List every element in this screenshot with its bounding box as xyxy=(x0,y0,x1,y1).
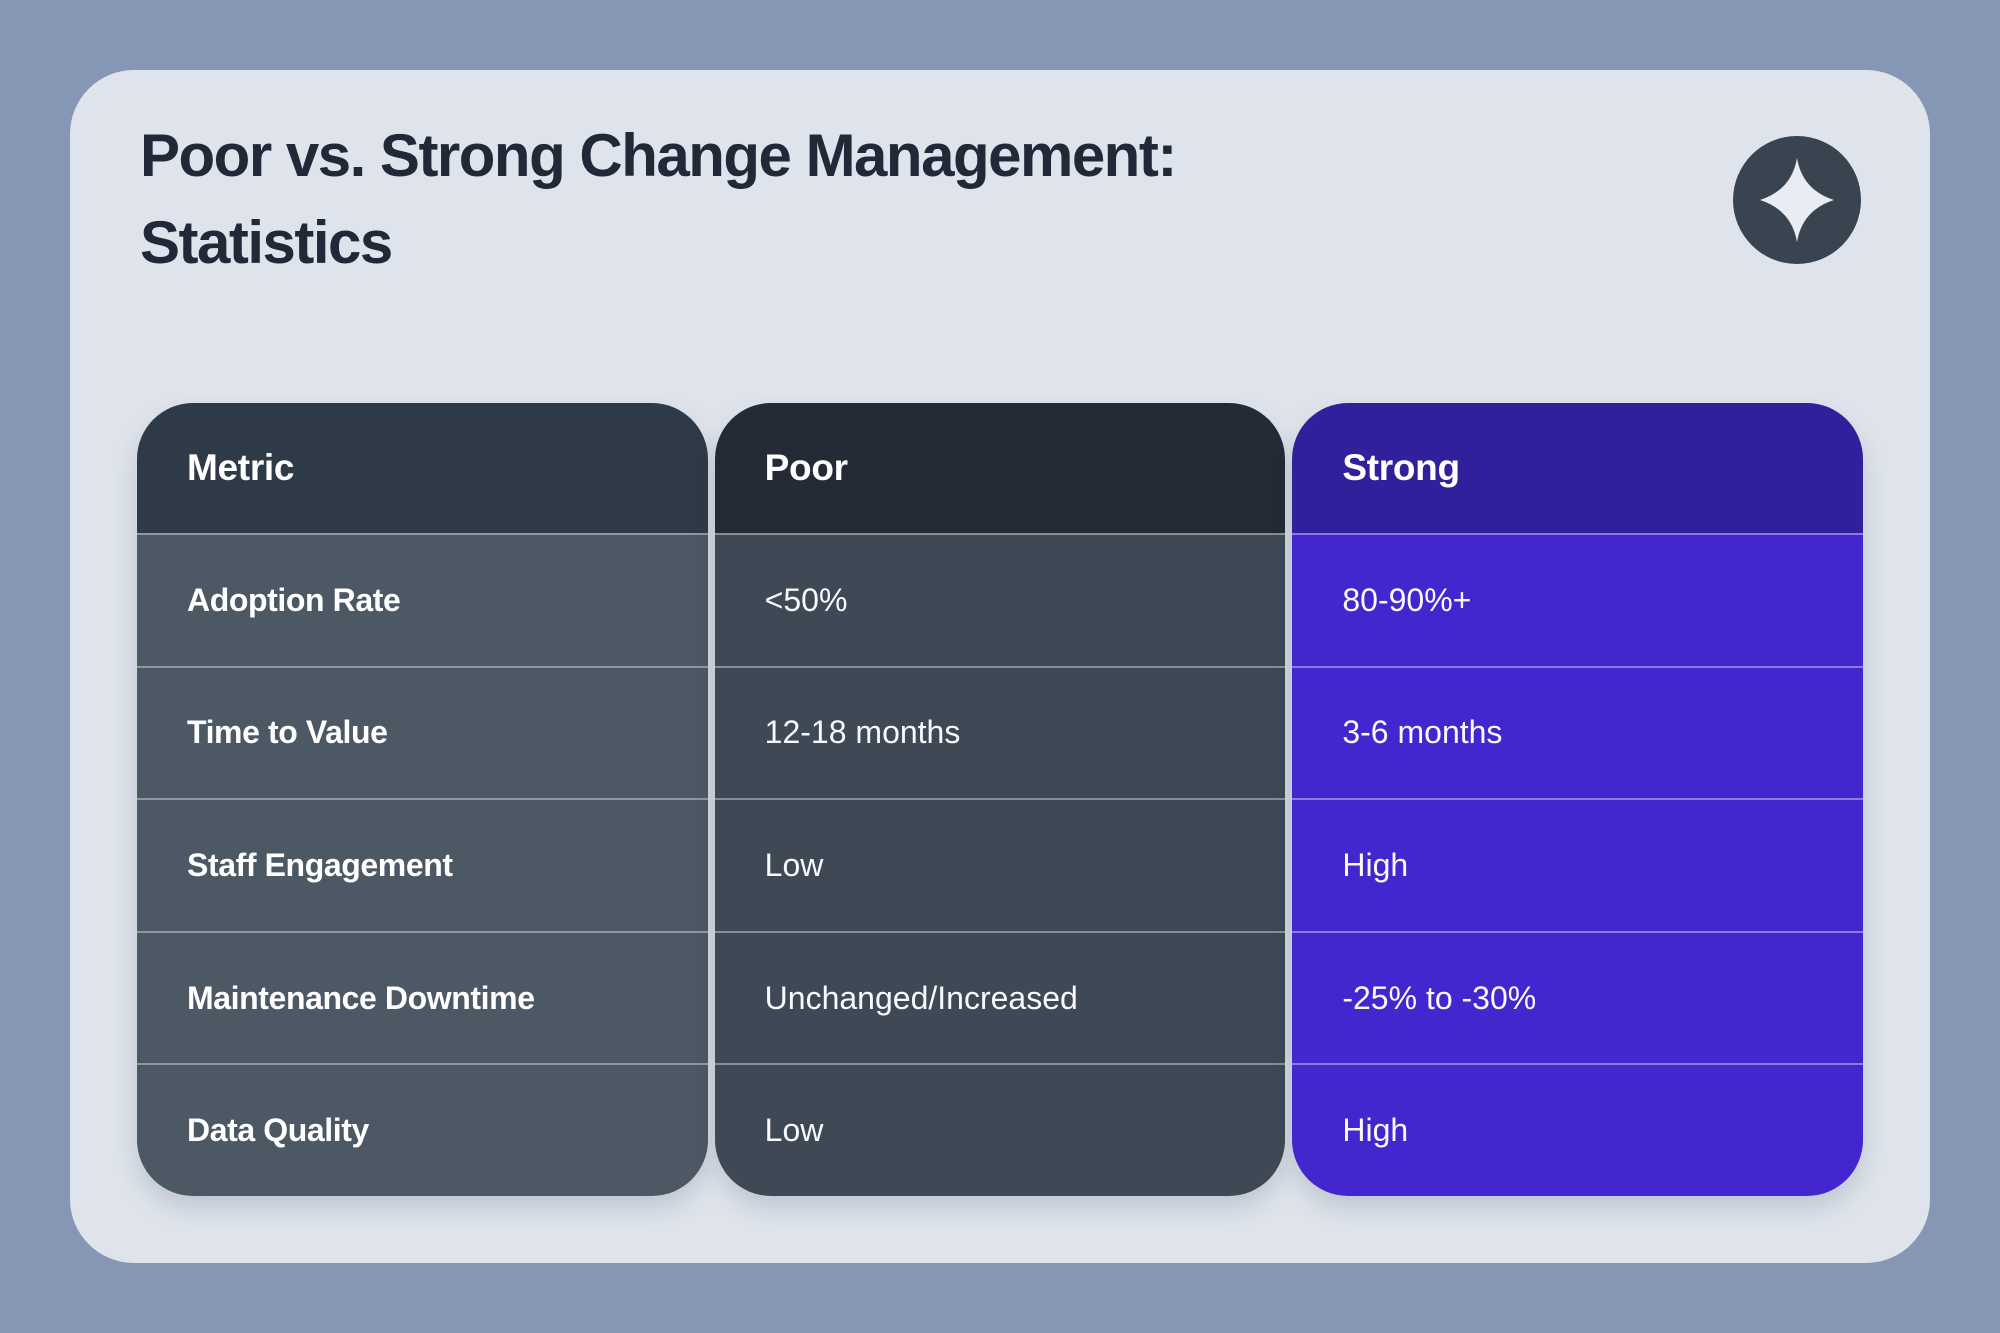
metric-cell-data-quality: Data Quality xyxy=(137,1063,708,1196)
column-poor: Poor <50% 12-18 months Low Unchanged/Inc… xyxy=(714,403,1286,1196)
infographic-card: Poor vs. Strong Change Management: Statis… xyxy=(70,70,1930,1263)
sparkle-icon xyxy=(1760,157,1834,243)
poor-cell-data-quality: Low xyxy=(714,1063,1286,1196)
page-title: Poor vs. Strong Change Management: Statis… xyxy=(140,112,1177,286)
column-header-metric: Metric xyxy=(137,403,708,533)
logo-badge xyxy=(1733,136,1861,264)
column-strong: Strong 80-90%+ 3-6 months High -25% to -… xyxy=(1292,403,1864,1196)
poor-cell-adoption-rate: <50% xyxy=(714,533,1286,666)
column-metric: Metric Adoption Rate Time to Value Staff… xyxy=(137,403,708,1196)
column-header-strong: Strong xyxy=(1292,403,1864,533)
metric-cell-maintenance-downtime: Maintenance Downtime xyxy=(137,930,708,1064)
poor-cell-maintenance-downtime: Unchanged/Increased xyxy=(714,930,1286,1064)
comparison-table: Metric Adoption Rate Time to Value Staff… xyxy=(137,403,1864,1196)
page-title-line2: Statistics xyxy=(140,209,393,276)
strong-cell-time-to-value: 3-6 months xyxy=(1292,665,1864,799)
strong-cell-adoption-rate: 80-90%+ xyxy=(1292,533,1864,666)
page-title-line1: Poor vs. Strong Change Management: xyxy=(140,122,1177,189)
poor-cell-staff-engagement: Low xyxy=(714,798,1286,931)
metric-cell-adoption-rate: Adoption Rate xyxy=(137,533,708,666)
strong-cell-data-quality: High xyxy=(1292,1063,1864,1196)
metric-cell-time-to-value: Time to Value xyxy=(137,665,708,799)
poor-cell-time-to-value: 12-18 months xyxy=(714,665,1286,799)
strong-cell-staff-engagement: High xyxy=(1292,798,1864,931)
metric-cell-staff-engagement: Staff Engagement xyxy=(137,798,708,931)
column-header-poor: Poor xyxy=(714,403,1286,533)
strong-cell-maintenance-downtime: -25% to -30% xyxy=(1292,930,1864,1064)
